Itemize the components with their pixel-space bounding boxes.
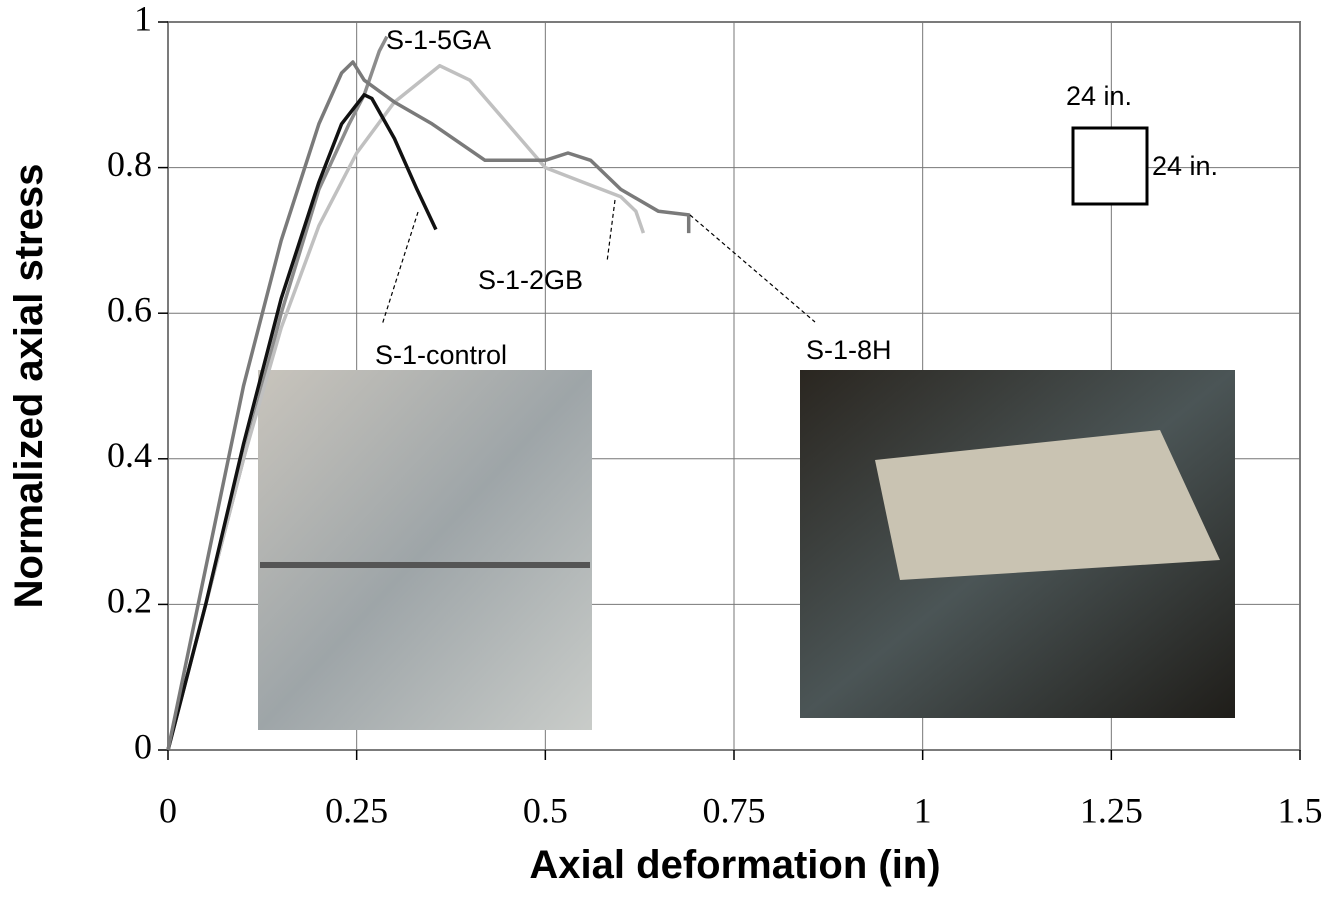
- leader-line: [381, 211, 419, 326]
- y-tick-label: 0.6: [107, 289, 152, 329]
- series-label: S-1-2GB: [478, 265, 583, 295]
- y-tick-label: 0.4: [107, 435, 152, 475]
- section-sketch: [1071, 126, 1149, 206]
- leader-line: [606, 199, 616, 263]
- x-tick-label: 1: [914, 790, 932, 830]
- y-tick-label: 0.2: [107, 581, 152, 621]
- annotation: 24 in.: [1066, 81, 1132, 111]
- x-tick-label: 1.25: [1080, 790, 1143, 830]
- photo-detail: [875, 430, 1220, 580]
- y-axis-title: Normalized axial stress: [7, 164, 51, 609]
- series-label: S-1-control: [375, 340, 507, 370]
- y-tick-label: 0: [134, 726, 152, 766]
- series-line: [166, 63, 646, 751]
- series-line: [166, 60, 691, 751]
- series-label: S-1-8H: [806, 335, 892, 365]
- x-tick-label: 1.5: [1278, 790, 1323, 830]
- annotation: 24 in.: [1152, 151, 1218, 181]
- leader-line: [689, 214, 816, 323]
- x-tick-label: 0: [159, 790, 177, 830]
- x-tick-label: 0.25: [325, 790, 388, 830]
- x-tick-label: 0.75: [703, 790, 766, 830]
- x-axis-title: Axial deformation (in): [529, 843, 940, 887]
- series-line: [166, 93, 438, 751]
- x-tick-label: 0.5: [523, 790, 568, 830]
- y-tick-label: 0.8: [107, 144, 152, 184]
- y-tick-label: 1: [134, 0, 152, 38]
- series-label: S-1-5GA: [386, 25, 491, 55]
- photo-control: [258, 370, 592, 730]
